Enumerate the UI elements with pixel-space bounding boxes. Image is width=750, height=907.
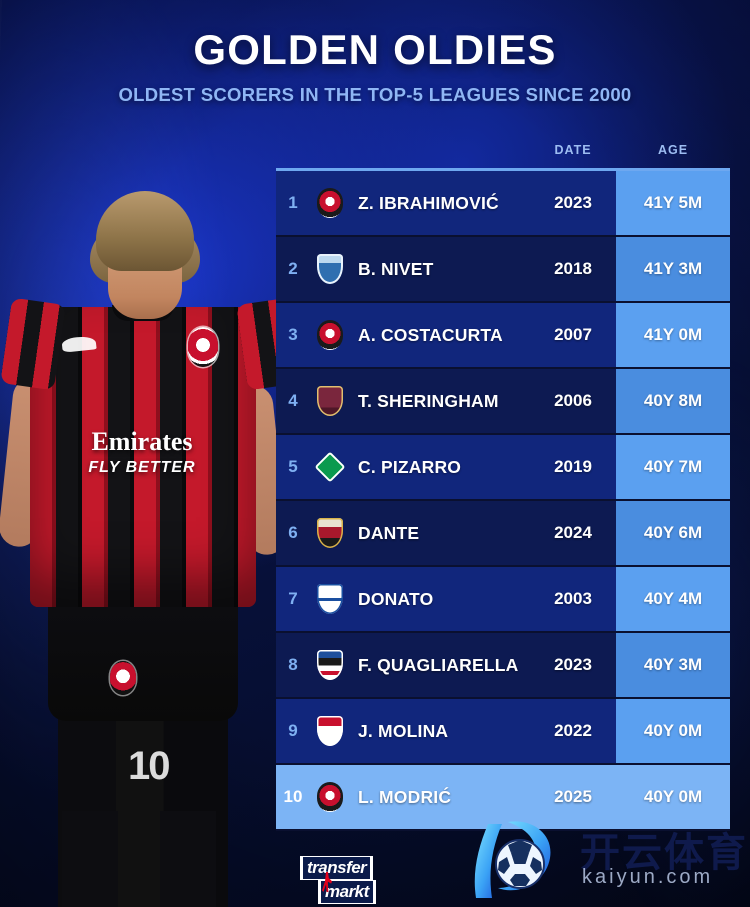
ranking-table: DATE AGE 1 Z. IBRAHIMOVIĆ 2023 41Y 5M 2 B. NI… (276, 143, 730, 831)
troyes-crest (310, 254, 350, 284)
column-header-date: DATE (554, 143, 592, 157)
row-age: 40Y 6M (616, 501, 730, 565)
table-row[interactable]: 4 T. SHERINGHAM 2006 40Y 8M (276, 369, 730, 435)
transfermarkt-word-markt: markt (325, 882, 369, 901)
row-player-name: F. QUAGLIARELLA (358, 654, 519, 675)
west-ham-crest (310, 386, 350, 416)
row-rank: 7 (288, 589, 298, 608)
row-player-name: T. SHERINGHAM (358, 390, 499, 411)
row-player-name: J. MOLINA (358, 720, 449, 741)
page-subtitle: OLDEST SCORERS IN THE TOP-5 LEAGUES SINC… (118, 84, 632, 105)
table-row[interactable]: 1 Z. IBRAHIMOVIĆ 2023 41Y 5M (276, 171, 730, 237)
player-shirt-number: 10 (128, 744, 170, 788)
table-row[interactable]: 6 DANTE 2024 40Y 6M (276, 501, 730, 567)
row-date: 2007 (554, 325, 592, 344)
player-sock-right (160, 811, 216, 907)
row-date: 2022 (554, 721, 592, 740)
kaiyun-k-ball-logo-icon (474, 821, 551, 898)
row-rank: 2 (288, 259, 298, 278)
row-player-name: C. PIZARRO (358, 456, 462, 477)
player-sock-left (62, 811, 118, 907)
shorts-club-badge-icon (110, 661, 136, 695)
table-row[interactable]: 8 F. QUAGLIARELLA 2023 40Y 3M (276, 633, 730, 699)
row-age: 41Y 0M (616, 303, 730, 367)
kit-sponsor: Emirates FLY BETTER (52, 427, 232, 477)
transfermarkt-logo-top: transfer (300, 856, 374, 880)
row-player-name: DANTE (358, 522, 420, 543)
row-date: 2006 (554, 391, 592, 410)
deportivo-crest (310, 584, 350, 614)
table-row[interactable]: 9 J. MOLINA 2022 40Y 0M (276, 699, 730, 765)
row-rank: 1 (288, 193, 298, 212)
table-column-headers: DATE AGE (276, 143, 730, 165)
table-row[interactable]: 5 C. PIZARRO 2019 40Y 7M (276, 435, 730, 501)
row-date: 2023 (554, 193, 592, 212)
kit-sponsor-main: Emirates (91, 427, 193, 456)
row-player-name: Z. IBRAHIMOVIĆ (358, 192, 499, 213)
row-age: 40Y 7M (616, 435, 730, 499)
ac-milan-crest (310, 782, 350, 812)
row-rank: 5 (288, 457, 298, 476)
column-header-age: AGE (657, 143, 689, 157)
row-player-name: L. MODRIĆ (358, 786, 452, 807)
row-date: 2024 (554, 523, 592, 542)
transfermarkt-logo: transfer markt (300, 856, 460, 904)
row-rank: 8 (288, 655, 298, 674)
sampdoria-crest (310, 650, 350, 680)
row-age: 41Y 5M (616, 171, 730, 235)
row-age: 41Y 3M (616, 237, 730, 301)
table-row[interactable]: 3 A. COSTACURTA 2007 41Y 0M (276, 303, 730, 369)
header: GOLDEN OLDIES OLDEST SCORERS IN THE TOP-… (0, 26, 750, 106)
row-age: 40Y 8M (616, 369, 730, 433)
table-body: 1 Z. IBRAHIMOVIĆ 2023 41Y 5M 2 B. NIVET 2018 41… (276, 171, 730, 831)
row-player-name: A. COSTACURTA (358, 324, 503, 345)
row-date: 2025 (554, 787, 592, 806)
shirt-club-badge-icon (188, 327, 218, 367)
row-age: 40Y 4M (616, 567, 730, 631)
row-date: 2019 (554, 457, 592, 476)
row-rank: 6 (288, 523, 298, 542)
row-date: 2023 (554, 655, 592, 674)
page-title: GOLDEN OLDIES (193, 26, 557, 73)
row-date: 2018 (554, 259, 592, 278)
transfermarkt-word-transfer: transfer (307, 858, 367, 877)
row-date: 2003 (554, 589, 592, 608)
ogc-nice-crest (310, 518, 350, 548)
row-rank: 10 (283, 787, 303, 806)
player-hair (90, 191, 200, 283)
row-player-name: DONATO (358, 588, 434, 609)
table-row[interactable]: 2 B. NIVET 2018 41Y 3M (276, 237, 730, 303)
row-rank: 9 (288, 721, 298, 740)
ac-milan-crest (310, 320, 350, 350)
table-row[interactable]: 7 DONATO 2003 40Y 4M (276, 567, 730, 633)
row-age: 40Y 3M (616, 633, 730, 697)
watermark-url: kaiyun.com (582, 866, 714, 888)
kit-sponsor-sub: FLY BETTER (88, 459, 196, 476)
player-photo: 10 Emirates FLY BETTER (0, 167, 302, 907)
ac-milan-crest (310, 188, 350, 218)
werder-bremen-crest (310, 451, 350, 483)
row-age: 40Y 0M (616, 699, 730, 763)
row-player-name: B. NIVET (358, 258, 434, 279)
granada-crest (310, 716, 350, 746)
watermark: 开云体育 kaiyun.com (452, 818, 750, 907)
row-rank: 4 (288, 391, 298, 410)
row-rank: 3 (288, 325, 298, 344)
